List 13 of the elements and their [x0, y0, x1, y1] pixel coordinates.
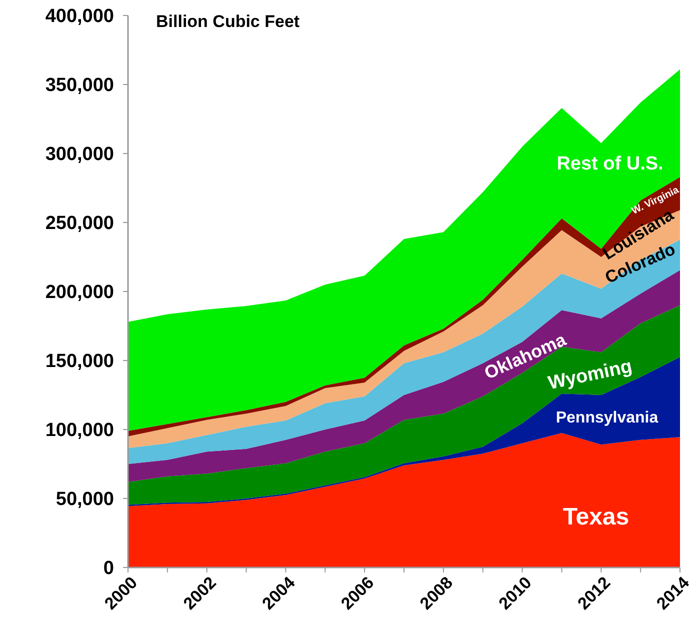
y-tick-label: 50,000 — [56, 489, 114, 510]
y-tick-label: 200,000 — [45, 282, 114, 304]
y-tick-label: 100,000 — [45, 420, 114, 442]
y-tick-label: 150,000 — [45, 351, 114, 372]
series-label: Texas — [562, 503, 630, 530]
series-label: Rest of U.S. — [556, 154, 664, 175]
series-label: Pennsylvania — [556, 410, 658, 427]
y-tick-label: 350,000 — [45, 75, 114, 96]
y-tick-label: 400,000 — [45, 6, 114, 28]
chart-title: Billion Cubic Feet — [156, 12, 300, 31]
y-tick-label: 250,000 — [45, 213, 114, 234]
y-tick-label: 300,000 — [45, 144, 114, 166]
y-tick-label: 0 — [103, 558, 114, 580]
